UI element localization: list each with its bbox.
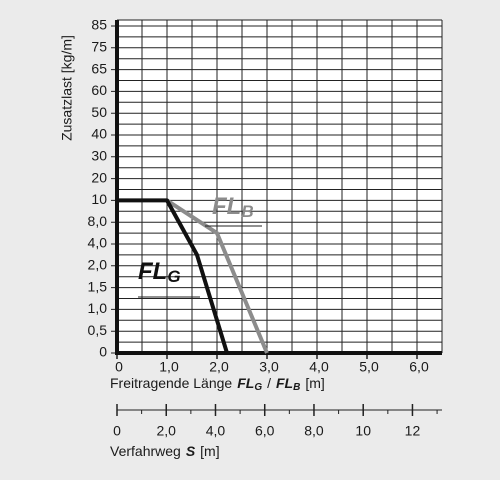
x-label-sub: B — [293, 382, 300, 393]
y-tick-label: 75 — [91, 39, 107, 55]
y-tick-label: 65 — [91, 60, 107, 76]
y-tick-label: 85 — [91, 17, 107, 33]
x-label-symbol: FL — [237, 375, 254, 391]
x-tick-label: 3,0 — [259, 359, 279, 375]
x-label-unit: [m] — [305, 375, 324, 391]
x-tick-label: 0 — [115, 359, 123, 375]
y-tick-label: 10 — [91, 191, 107, 207]
y-tick-label: 20 — [91, 169, 107, 185]
x-label-sub: G — [254, 382, 262, 393]
series-line — [117, 198, 229, 354]
y-tick-label: 40 — [91, 126, 107, 142]
x-tick-label: 2,0 — [209, 359, 229, 375]
s-axis-label: Verfahrweg S [m] — [110, 443, 220, 459]
x-tick-label: 1,0 — [159, 359, 179, 375]
series-name: FL — [212, 193, 241, 220]
y-tick-label: 8,0 — [88, 213, 108, 229]
y-tick-label: 2,0 — [88, 257, 108, 273]
s-tick-label: 4,0 — [206, 423, 226, 439]
s-tick-label: 0 — [113, 423, 121, 439]
s-label-unit: [m] — [200, 443, 219, 459]
series-label: FLG — [138, 258, 181, 286]
s-tick-label: 10 — [355, 423, 371, 439]
series-subscript: G — [167, 267, 180, 286]
x-label-symbol: FL — [276, 375, 293, 391]
y-axis-label: Zusatzlast [kg/m] — [59, 35, 75, 141]
y-tick-label: 30 — [91, 148, 107, 164]
s-tick-label: 8,0 — [304, 423, 324, 439]
s-tick-label: 12 — [405, 423, 421, 439]
s-label-text: Verfahrweg — [110, 443, 181, 459]
y-tick-label: 0,5 — [88, 322, 108, 338]
s-tick-label: 6,0 — [255, 423, 275, 439]
s-label-symbol: S — [186, 443, 196, 459]
y-tick-label: 0 — [99, 344, 107, 360]
y-tick-label: 50 — [91, 104, 107, 120]
x-label-text: Freitragende Länge — [110, 375, 232, 391]
y-tick-label: 4,0 — [88, 235, 108, 251]
series-line — [165, 198, 269, 354]
series-label: FLB — [212, 193, 254, 221]
x-axis-label: Freitragende Länge FLG / FLB [m] — [110, 375, 325, 393]
x-tick-label: 6,0 — [409, 359, 429, 375]
x-tick-label: 5,0 — [359, 359, 379, 375]
x-label-sep: / — [267, 375, 271, 391]
y-tick-label: 1,0 — [88, 300, 108, 316]
series-name: FL — [138, 258, 167, 285]
series-subscript: B — [241, 202, 253, 221]
x-tick-label: 4,0 — [309, 359, 329, 375]
y-tick-label: 60 — [91, 82, 107, 98]
y-tick-label: 1,5 — [88, 278, 108, 294]
s-tick-label: 2,0 — [157, 423, 177, 439]
